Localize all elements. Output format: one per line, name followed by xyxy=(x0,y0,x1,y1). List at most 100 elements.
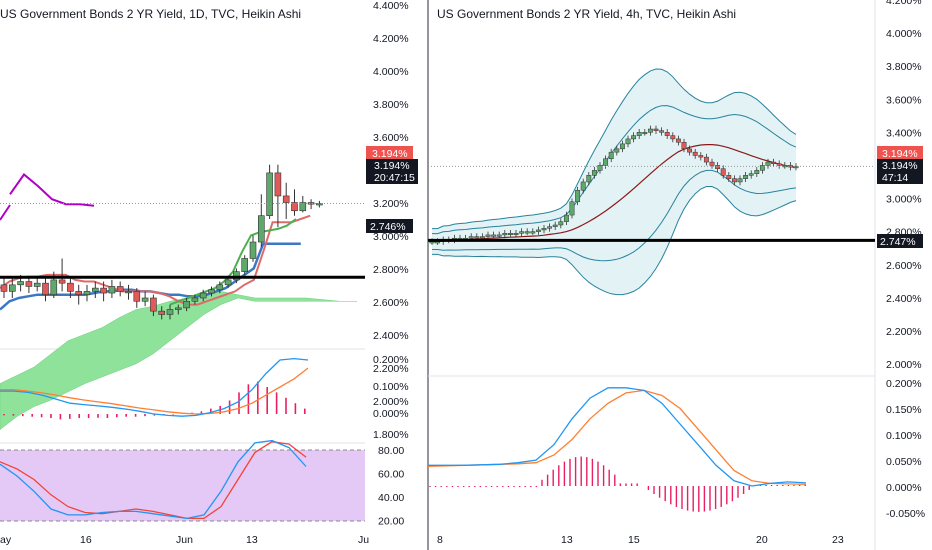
ha-bar-up xyxy=(266,172,273,216)
left-price-tick: 4.000% xyxy=(373,66,409,78)
ha-bar-down xyxy=(116,286,124,292)
right-macd-axis: 0.200% 0.150% 0.100% 0.050% 0.000% -0.050% xyxy=(886,378,925,520)
right-macd-tick: 0.000% xyxy=(886,482,922,494)
ha-bar-up xyxy=(586,175,592,183)
macd-signal-line xyxy=(427,389,807,486)
right-plot: 3.194%3.194%47:142.747% xyxy=(427,0,923,550)
left-price-tick: 1.800% xyxy=(373,429,409,441)
ha-bar-up xyxy=(625,138,631,145)
ha-bar-down xyxy=(659,130,665,133)
left-stoch-tick: 40.00 xyxy=(378,492,404,504)
right-price-tick: 2.400% xyxy=(886,293,922,305)
ha-bar-down xyxy=(703,156,709,163)
ha-bar-down xyxy=(726,175,732,179)
right-macd-tick: 0.200% xyxy=(886,378,922,390)
current-price-badge xyxy=(366,159,418,184)
current-price-badge xyxy=(877,159,923,184)
ha-bar-up xyxy=(224,279,232,286)
bollinger-basis xyxy=(432,144,797,243)
ha-bar-down xyxy=(282,195,290,203)
bollinger-lower-inner xyxy=(432,169,797,262)
left-stoch-axis: 80.00 60.00 40.00 20.00 xyxy=(378,445,404,528)
ha-bar-down xyxy=(731,178,737,183)
ha-bar-up xyxy=(33,282,41,287)
right-chart-title: US Government Bonds 2 YR Yield, 4h, TVC,… xyxy=(437,7,736,21)
last-price-label: 3.194% xyxy=(882,148,918,160)
ha-bar-down xyxy=(0,284,8,292)
ha-bar-up xyxy=(782,165,788,168)
ha-bar-down xyxy=(771,161,777,164)
right-price-tick: 2.000% xyxy=(886,359,922,371)
left-time-tick: Ju xyxy=(358,534,369,546)
ha-bar-down xyxy=(67,282,74,292)
bollinger-lower-outer xyxy=(432,186,797,296)
left-price-tick: 2.600% xyxy=(373,297,409,309)
ha-bar-down xyxy=(25,281,33,287)
ha-bar-up xyxy=(530,231,536,234)
ha-bar-up xyxy=(519,231,525,234)
left-stoch-tick: 80.00 xyxy=(378,445,404,457)
macd-line xyxy=(428,387,807,487)
left-time-axis: ay 16 Jun 13 Ju xyxy=(0,534,369,546)
ha-bar-up xyxy=(524,231,530,234)
left-price-tick: 4.200% xyxy=(373,33,409,45)
ha-bar-up xyxy=(647,128,653,133)
ha-bar-up xyxy=(541,228,547,231)
ha-bar-down xyxy=(681,141,687,150)
ha-bar-up xyxy=(50,279,58,295)
ha-bar-down xyxy=(307,202,315,205)
ha-bar-down xyxy=(670,135,676,140)
magenta-line-tail xyxy=(0,204,11,221)
ha-bar-down xyxy=(653,128,659,131)
ha-bar-up xyxy=(737,178,743,183)
ha-bar-down xyxy=(776,163,782,166)
ha-bar-up xyxy=(619,143,625,150)
left-price-tick: 4.400% xyxy=(373,0,409,12)
right-time-tick: 20 xyxy=(756,534,768,546)
current-price-label: 3.194% xyxy=(374,160,410,172)
right-macd-tick: -0.050% xyxy=(886,508,925,520)
ha-bar-up xyxy=(199,292,207,299)
ha-bar-up xyxy=(9,284,16,292)
ha-bar-up xyxy=(468,236,474,239)
ha-bar-down xyxy=(687,148,693,153)
left-time-tick: ay xyxy=(0,534,12,546)
right-time-tick: 8 xyxy=(437,534,443,546)
ha-bar-up xyxy=(603,158,609,166)
ha-bar-up xyxy=(474,236,480,239)
ha-bar-down xyxy=(158,310,165,315)
bollinger-upper-outer xyxy=(432,68,797,230)
ha-bar-up xyxy=(580,181,586,191)
ha-bar-up xyxy=(748,173,754,176)
ha-bar-up xyxy=(166,309,174,315)
macd-line xyxy=(0,357,309,417)
ha-bar-up xyxy=(249,241,257,259)
left-stoch-tick: 60.00 xyxy=(378,469,404,481)
ha-bar-up xyxy=(547,226,553,229)
ha-bar-up xyxy=(614,148,620,153)
ha-bar-down xyxy=(692,151,698,156)
current-price-label: 3.194% xyxy=(882,160,918,172)
ha-bar-up xyxy=(513,233,519,236)
ha-bar-up xyxy=(257,215,265,243)
left-time-tick: 16 xyxy=(80,534,92,546)
level-label: 2.746% xyxy=(370,221,406,233)
ha-bar-up xyxy=(552,224,558,227)
ha-bar-down xyxy=(664,132,670,136)
left-time-tick: Jun xyxy=(176,534,193,546)
ha-bar-up xyxy=(175,307,182,310)
right-price-tick: 3.800% xyxy=(886,61,922,73)
ha-bar-up xyxy=(754,170,760,174)
stoch-band xyxy=(0,450,365,521)
last-price-badge xyxy=(877,146,923,160)
left-macd-tick: 0.100% xyxy=(373,381,409,393)
ha-bar-up xyxy=(208,289,215,294)
left-macd-tick: 0.200% xyxy=(373,354,409,366)
ha-bar-down xyxy=(274,172,282,197)
ha-bar-up xyxy=(507,233,513,236)
ha-bar-down xyxy=(709,161,715,166)
ha-bar-down xyxy=(75,291,82,295)
ha-bar-up xyxy=(743,175,749,179)
ha-bar-up xyxy=(183,300,190,309)
ha-bar-up xyxy=(299,202,307,212)
